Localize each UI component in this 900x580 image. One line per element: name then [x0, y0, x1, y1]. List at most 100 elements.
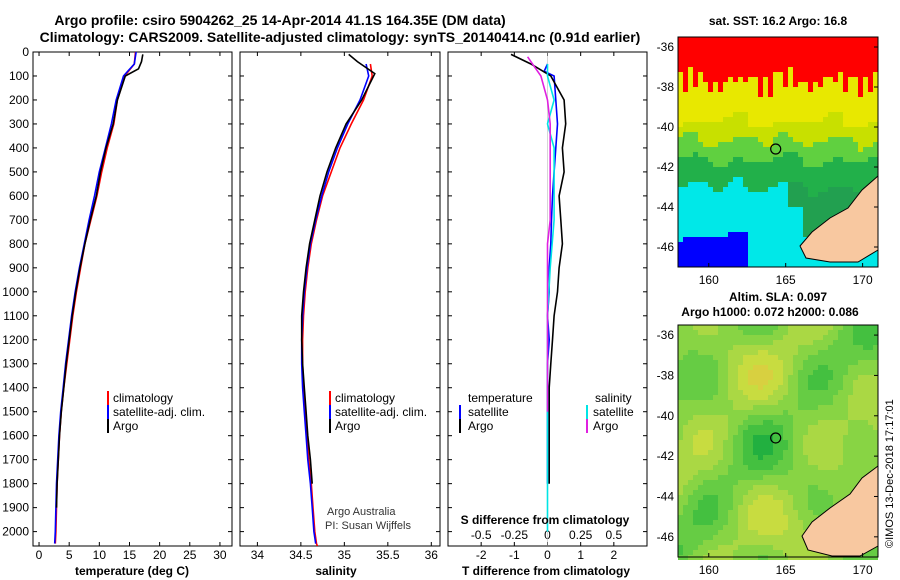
- sst-cell: [793, 227, 798, 232]
- sst-cell: [793, 232, 798, 237]
- sla-cell: [798, 340, 803, 345]
- sst-cell: [813, 57, 818, 62]
- sla-cell: [703, 395, 708, 400]
- sst-cell: [678, 97, 683, 102]
- sla-cell: [793, 510, 798, 515]
- sla-cell: [678, 515, 683, 520]
- sst-cell: [873, 257, 878, 262]
- sst-cell: [718, 242, 723, 247]
- sst-cell: [788, 247, 793, 252]
- sla-cell: [838, 435, 843, 440]
- sst-cell: [738, 92, 743, 97]
- sst-cell: [763, 232, 768, 237]
- sst-cell: [703, 112, 708, 117]
- sst-cell: [708, 227, 713, 232]
- sst-cell: [733, 132, 738, 137]
- sla-cell: [788, 485, 793, 490]
- sst-cell: [748, 162, 753, 167]
- sst-cell: [718, 82, 723, 87]
- sla-cell: [863, 405, 868, 410]
- sst-cell: [833, 72, 838, 77]
- sst-cell: [698, 257, 703, 262]
- sla-cell: [738, 390, 743, 395]
- sla-cell: [793, 475, 798, 480]
- sla-cell: [703, 500, 708, 505]
- sla-cell: [833, 450, 838, 455]
- sla-cell: [713, 510, 718, 515]
- sst-cell: [763, 257, 768, 262]
- sst-cell: [758, 167, 763, 172]
- sla-cell: [788, 415, 793, 420]
- sla-cell: [808, 370, 813, 375]
- sla-cell: [763, 460, 768, 465]
- sst-cell: [803, 207, 808, 212]
- sla-cell: [703, 455, 708, 460]
- sst-cell: [683, 202, 688, 207]
- sla-cell: [678, 485, 683, 490]
- sst-cell: [678, 192, 683, 197]
- sla-cell: [763, 330, 768, 335]
- sst-cell: [723, 102, 728, 107]
- sla-cell: [678, 345, 683, 350]
- sst-cell: [703, 187, 708, 192]
- sla-cell: [833, 480, 838, 485]
- sst-cell: [828, 212, 833, 217]
- sla-cell: [733, 505, 738, 510]
- sla-cell: [718, 340, 723, 345]
- sst-cell: [728, 237, 733, 242]
- sst-cell: [868, 42, 873, 47]
- sst-cell: [728, 262, 733, 267]
- sst-cell: [758, 122, 763, 127]
- sla-cell: [713, 550, 718, 555]
- sst-cell: [823, 122, 828, 127]
- sla-cell: [733, 430, 738, 435]
- sst-cell: [808, 207, 813, 212]
- sst-cell: [873, 127, 878, 132]
- sst-cell: [708, 57, 713, 62]
- sst-cell: [823, 112, 828, 117]
- sla-cell: [678, 530, 683, 535]
- sla-cell: [813, 480, 818, 485]
- sla-cell: [798, 335, 803, 340]
- sst-cell: [763, 192, 768, 197]
- sst-cell: [778, 192, 783, 197]
- sst-cell: [738, 47, 743, 52]
- sst-cell: [823, 262, 828, 267]
- sla-cell: [803, 510, 808, 515]
- sst-cell: [753, 82, 758, 87]
- sst-cell: [773, 157, 778, 162]
- sla-cell: [793, 380, 798, 385]
- sla-cell: [748, 525, 753, 530]
- sla-cell: [703, 505, 708, 510]
- sst-cell: [748, 222, 753, 227]
- sst-cell: [693, 232, 698, 237]
- sst-cell: [693, 237, 698, 242]
- sst-cell: [683, 82, 688, 87]
- sst-cell: [758, 187, 763, 192]
- sla-cell: [758, 365, 763, 370]
- sst-cell: [748, 237, 753, 242]
- sla-cell: [768, 475, 773, 480]
- sla-cell: [683, 475, 688, 480]
- sst-cell: [843, 132, 848, 137]
- sst-cell: [753, 202, 758, 207]
- sla-cell: [703, 345, 708, 350]
- sla-cell: [858, 465, 863, 470]
- sst-cell: [703, 37, 708, 42]
- sst-cell: [803, 177, 808, 182]
- sla-cell: [693, 435, 698, 440]
- sla-cell: [718, 450, 723, 455]
- sst-cell: [818, 147, 823, 152]
- sla-cell: [718, 385, 723, 390]
- sla-cell: [838, 400, 843, 405]
- sst-cell: [678, 202, 683, 207]
- sst-cell: [798, 187, 803, 192]
- sst-cell: [803, 72, 808, 77]
- sst-cell: [773, 177, 778, 182]
- sla-cell: [853, 470, 858, 475]
- sst-cell: [738, 42, 743, 47]
- sst-cell: [768, 92, 773, 97]
- sla-cell: [768, 335, 773, 340]
- sla-cell: [773, 425, 778, 430]
- sst-cell: [778, 232, 783, 237]
